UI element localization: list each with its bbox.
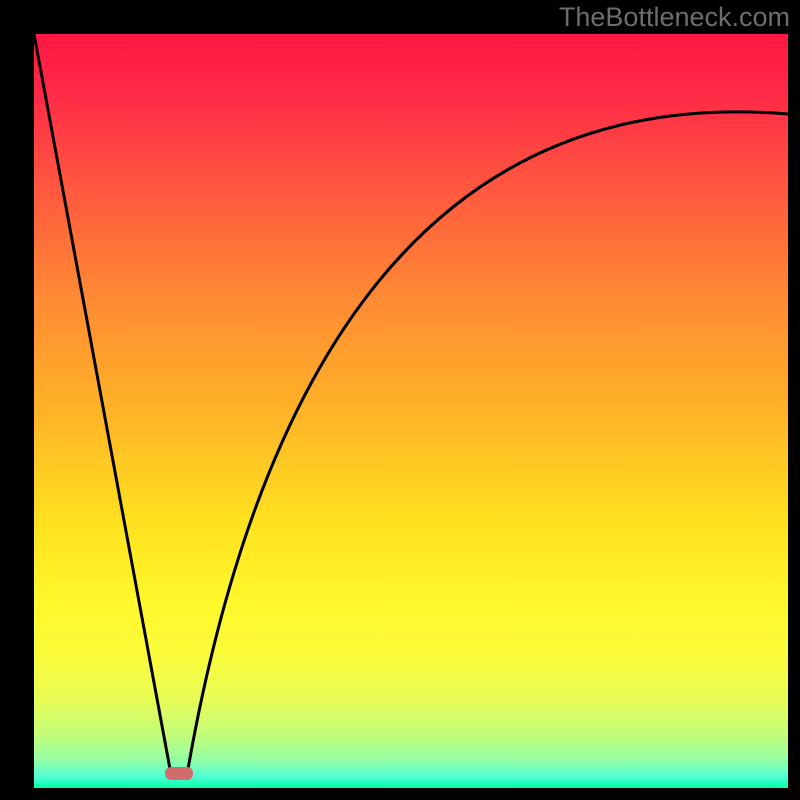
curve-descending xyxy=(34,34,170,769)
plot-area xyxy=(34,34,788,788)
curve-layer xyxy=(34,34,788,788)
chart-container: TheBottleneck.com xyxy=(0,0,800,800)
bottleneck-marker xyxy=(165,767,193,780)
curve-ascending xyxy=(188,112,788,769)
watermark-text: TheBottleneck.com xyxy=(559,2,790,33)
